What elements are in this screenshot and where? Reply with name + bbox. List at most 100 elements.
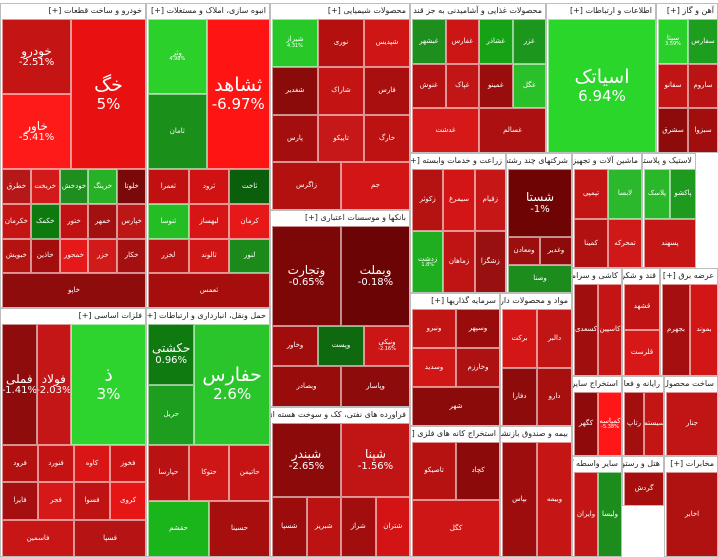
stock-tile[interactable]: حسینا <box>209 501 269 556</box>
stock-tile[interactable]: پاکشو <box>670 169 695 219</box>
stock-tile[interactable]: تپمپی <box>574 169 608 219</box>
stock-tile[interactable]: اسیاتک 6.94% <box>548 19 655 152</box>
stock-tile[interactable]: زشگزا <box>474 231 505 292</box>
stock-tile[interactable]: تاصیکو <box>412 442 456 500</box>
sector-title[interactable]: محصولات غذایی و آشامیدنی به جز قند و شکر… <box>411 4 545 18</box>
sector-title[interactable]: فراورده های نفتی، کک و سوخت هسته ای [+] <box>271 408 409 422</box>
stock-tile[interactable]: برکت <box>502 309 537 368</box>
stock-tile[interactable]: ثامان <box>148 94 207 170</box>
stock-tile[interactable]: وایران <box>574 472 598 556</box>
stock-tile[interactable]: خاپو <box>2 273 145 307</box>
sector-title[interactable]: بانکها و موسسات اعتباری [+] <box>271 211 409 225</box>
sector-title[interactable]: رایانه و فعالیت [+] <box>623 377 663 391</box>
stock-tile[interactable]: نوری <box>318 19 364 67</box>
stock-tile[interactable]: خودخش <box>59 169 89 204</box>
stock-tile[interactable]: وپاسار <box>341 366 409 406</box>
sector-title[interactable]: اطلاعات و ارتباطات [+] <box>547 4 655 18</box>
stock-tile[interactable]: خودرو -2.51% <box>2 19 72 95</box>
stock-tile[interactable]: شیراز 4.31% <box>272 19 318 67</box>
stock-tile[interactable]: تاپیکو <box>318 114 364 163</box>
stock-tile[interactable]: غزر <box>512 19 545 64</box>
stock-tile[interactable]: فسوا <box>74 482 110 520</box>
sector-title[interactable]: شرکتهای چند رشته ای [+] <box>507 154 571 168</box>
stock-tile[interactable]: بجهرم <box>662 284 690 375</box>
stock-tile[interactable]: غبشهر <box>412 19 446 64</box>
stock-tile[interactable]: لبهساز <box>188 203 230 239</box>
stock-tile[interactable]: کگل <box>412 499 499 556</box>
stock-tile[interactable]: خبویش <box>2 238 31 274</box>
stock-tile[interactable]: خریخت <box>30 169 60 204</box>
stock-tile[interactable]: خاور -5.41% <box>2 94 72 170</box>
stock-tile[interactable]: ثنوسا <box>148 203 189 239</box>
stock-tile[interactable]: وبملت -0.18% <box>341 226 409 326</box>
stock-tile[interactable]: ختور <box>59 203 89 239</box>
sector-title[interactable]: بیمه و صندوق بازنشستگی [+] <box>501 427 571 441</box>
stock-tile[interactable]: سبزوا <box>688 108 717 152</box>
stock-tile[interactable]: دارو <box>537 367 571 425</box>
stock-tile[interactable]: حکشتی 0.96% <box>148 324 195 385</box>
stock-tile[interactable]: فایرا <box>2 482 38 520</box>
stock-tile[interactable]: کگهر <box>574 392 598 455</box>
stock-tile[interactable]: شپدیس <box>364 19 409 67</box>
stock-tile[interactable]: جنار <box>666 392 717 455</box>
sector-title[interactable]: ماشین آلات و تجهیزات [+] <box>573 154 641 168</box>
stock-tile[interactable]: فارس <box>364 66 409 115</box>
stock-tile[interactable]: شسپا <box>272 496 307 556</box>
stock-tile[interactable]: سفارس <box>688 19 717 64</box>
stock-tile[interactable]: سیتا 3.59% <box>658 19 688 64</box>
stock-tile[interactable]: غشاذر <box>479 19 513 64</box>
stock-tile[interactable]: ساروم <box>688 63 717 109</box>
stock-tile[interactable]: وسپهر <box>456 309 499 348</box>
stock-tile[interactable]: ثاخت <box>229 169 269 204</box>
stock-tile[interactable]: بپاس <box>502 442 537 556</box>
sector-title[interactable]: سرمایه گذاریها [+] <box>411 294 499 308</box>
stock-tile[interactable]: حفارس 2.6% <box>194 324 269 446</box>
stock-tile[interactable]: شاراک <box>318 66 364 115</box>
stock-tile[interactable]: پلاسک <box>644 169 670 219</box>
stock-tile[interactable]: شراز <box>341 496 376 556</box>
stock-tile[interactable]: دفارا <box>502 367 537 425</box>
stock-tile[interactable]: ونیرو <box>412 309 456 348</box>
stock-tile[interactable]: فاسمین <box>2 519 74 556</box>
sector-title[interactable]: مواد و محصولات دارویی [+] <box>501 294 571 308</box>
stock-tile[interactable]: حپارسا <box>148 445 189 502</box>
stock-tile[interactable]: ثعمس <box>148 273 269 307</box>
stock-tile[interactable]: غپاک <box>445 63 479 109</box>
stock-tile[interactable]: ثشاهد -6.97% <box>206 19 269 170</box>
stock-tile[interactable]: زاگرس <box>272 162 341 209</box>
sector-title[interactable]: قند و شکر [+] <box>623 269 659 283</box>
stock-tile[interactable]: غگل <box>512 63 545 109</box>
stock-tile[interactable]: کسعدی <box>574 284 598 375</box>
stock-tile[interactable]: خرینگ <box>88 169 118 204</box>
stock-tile[interactable]: زکوثر <box>412 169 444 231</box>
stock-tile[interactable]: وسدید <box>412 348 456 387</box>
stock-tile[interactable]: سیمرغ <box>443 169 475 231</box>
stock-tile[interactable]: اخابر <box>666 472 717 556</box>
stock-tile[interactable]: وصنا <box>508 265 571 292</box>
sector-title[interactable]: خودرو و ساخت قطعات [+] <box>1 4 145 18</box>
sector-title[interactable]: کاشی و سرامیک [+] <box>573 269 621 283</box>
stock-tile[interactable]: خکرمان <box>2 203 31 239</box>
stock-tile[interactable]: خکمک <box>30 203 60 239</box>
stock-tile[interactable]: وبصادر <box>272 366 341 406</box>
stock-tile[interactable]: ونیکی -2.16% <box>364 325 409 367</box>
stock-tile[interactable]: شستا -1% <box>508 169 571 238</box>
stock-tile[interactable]: خکار <box>117 238 145 274</box>
stock-tile[interactable]: لنور <box>229 238 269 274</box>
stock-tile[interactable]: ومعادن <box>508 237 540 266</box>
stock-tile[interactable]: لخزر <box>148 238 189 274</box>
stock-tile[interactable]: شغدیر <box>272 66 318 115</box>
stock-tile[interactable]: وپست <box>318 325 364 367</box>
stock-tile[interactable]: فجر <box>38 482 74 520</box>
stock-tile[interactable]: گردش <box>624 472 663 505</box>
stock-tile[interactable]: کاسپین <box>598 284 621 375</box>
stock-tile[interactable]: خمحور <box>59 238 89 274</box>
stock-tile[interactable]: ثعمرا <box>148 169 189 204</box>
stock-tile[interactable]: زدشت 1.8% <box>412 231 444 292</box>
stock-tile[interactable]: کمینا <box>574 218 608 267</box>
stock-tile[interactable]: پارس <box>272 114 318 163</box>
stock-tile[interactable]: سیستم <box>644 392 663 455</box>
stock-tile[interactable]: خمهر <box>88 203 118 239</box>
stock-tile[interactable]: زقیام <box>474 169 505 231</box>
stock-tile[interactable]: فملی -1.41% <box>2 324 37 446</box>
